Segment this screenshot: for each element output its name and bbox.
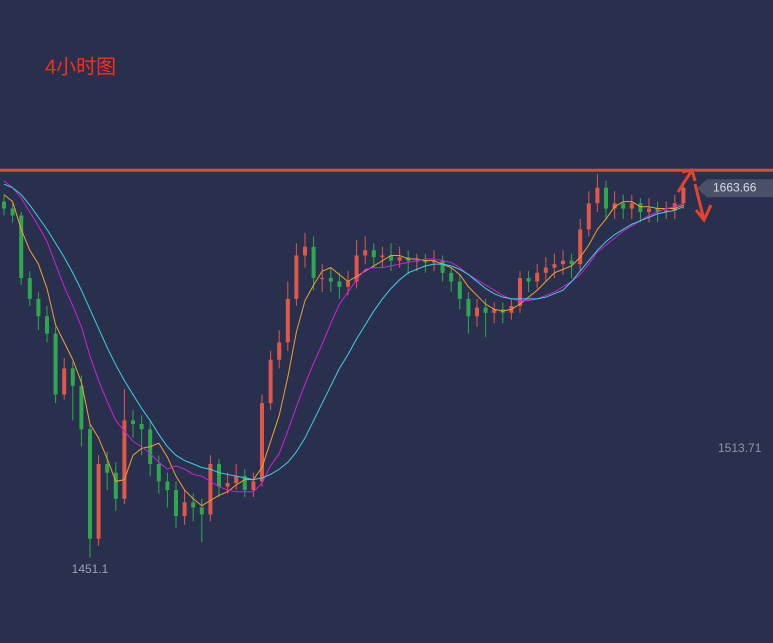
candle-body: [346, 281, 350, 287]
candle-body: [251, 481, 256, 491]
candle-body: [208, 464, 213, 515]
low-price-label: 1451.1: [72, 562, 109, 576]
candle-body: [225, 483, 230, 487]
candle-body: [19, 215, 24, 279]
candle-body: [475, 307, 479, 317]
candle-body: [552, 264, 557, 268]
candle-body: [629, 203, 634, 209]
candle-body: [354, 255, 359, 282]
candle-body: [492, 309, 497, 313]
candle-body: [242, 476, 247, 491]
candle-body: [156, 464, 161, 482]
candle-body: [638, 203, 643, 213]
candle-body: [199, 507, 204, 515]
candle-body: [96, 464, 101, 539]
candle-body: [131, 420, 135, 425]
candle-body: [268, 359, 273, 404]
candle-body: [681, 187, 686, 204]
candle-body: [466, 298, 471, 317]
candle-body: [10, 208, 15, 216]
candle-body: [389, 255, 393, 261]
candle-body: [595, 187, 600, 204]
candle-body: [36, 298, 41, 317]
candle-body: [62, 368, 67, 395]
candle-body: [217, 464, 221, 487]
candle-body: [337, 281, 342, 287]
candle-body: [578, 229, 583, 265]
candle-body: [2, 201, 6, 209]
candle-body: [380, 255, 385, 258]
candle-body: [165, 481, 170, 491]
candle-body: [655, 208, 660, 213]
arrow-up: [676, 168, 697, 193]
candle-body: [260, 403, 264, 482]
candle-body: [586, 203, 591, 230]
candle-body: [182, 502, 187, 517]
candle-body: [234, 476, 239, 484]
candle-body: [449, 272, 454, 282]
candle-body: [294, 255, 299, 299]
candle-body: [604, 187, 608, 209]
candle-body: [277, 342, 282, 360]
candle-body: [53, 333, 58, 395]
price-label: 1663.66: [713, 180, 757, 194]
candle-body: [122, 420, 127, 499]
candle-body: [371, 250, 376, 258]
candle-body: [45, 316, 49, 334]
candle-body: [191, 502, 196, 508]
candle-body: [79, 385, 84, 430]
candle-body: [328, 278, 333, 282]
candle-body: [174, 490, 178, 517]
candle-body: [535, 272, 540, 282]
arrow-down: [693, 183, 713, 223]
candle-body: [483, 307, 488, 313]
moving-average-line: [3, 194, 684, 507]
candle-body: [285, 298, 290, 343]
candle-body: [363, 250, 368, 256]
candle-body: [440, 260, 445, 273]
candle-body: [311, 246, 316, 279]
candle-body: [423, 260, 428, 263]
candle-body: [113, 472, 118, 499]
candle-body: [70, 368, 75, 386]
candle-body: [543, 267, 548, 273]
candle-body: [518, 278, 522, 306]
candle-body: [105, 464, 110, 473]
candle-body: [457, 281, 462, 299]
candle-body: [612, 203, 617, 209]
candle-body: [621, 203, 626, 209]
candle-body: [664, 210, 669, 213]
candle-body: [88, 429, 92, 539]
candle-body: [139, 424, 144, 430]
moving-average-line: [3, 183, 684, 481]
candle-body: [569, 260, 574, 265]
candle-body: [27, 278, 32, 299]
candle-body: [432, 260, 436, 263]
candle-body: [303, 246, 307, 256]
candle-body: [526, 278, 531, 282]
candle-body: [647, 208, 651, 213]
candle-body: [320, 278, 325, 280]
chart-title: 4小时图: [45, 55, 116, 78]
price-tag: [697, 179, 773, 198]
price-label: 1513.71: [718, 441, 762, 455]
candle-body: [397, 257, 402, 261]
candle-body: [561, 260, 565, 265]
